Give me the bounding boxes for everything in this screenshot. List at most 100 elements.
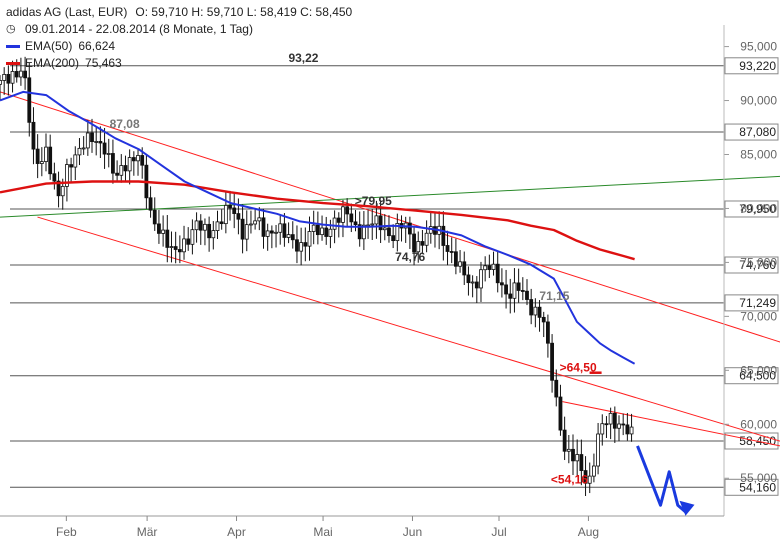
candle-body — [35, 148, 40, 164]
candle-body — [487, 265, 492, 270]
candle-body — [295, 239, 299, 252]
candle-body — [31, 121, 36, 150]
candle-body — [131, 157, 136, 162]
candle-body — [94, 141, 99, 143]
candle-body — [508, 293, 513, 299]
candle-body — [240, 218, 245, 240]
candle-body — [102, 142, 107, 155]
candle-body — [353, 221, 358, 226]
candle-body — [395, 223, 400, 242]
ema50-label: EMA(50) — [25, 39, 73, 53]
level-label-box — [724, 123, 779, 141]
candle-body — [382, 227, 387, 231]
level-label: 87,080 — [739, 125, 776, 139]
annotation-label: 71,15 — [539, 289, 569, 303]
candle-body — [575, 454, 580, 462]
x-tick-label: Feb — [56, 525, 77, 539]
period-text: 09.01.2014 - 22.08.2014 (8 Monate, 1 Tag… — [25, 22, 253, 36]
candle-body — [345, 206, 350, 215]
legend-title-row: adidas AG (Last, EUR) O: 59,710 H: 59,71… — [6, 4, 352, 21]
candle-body — [190, 229, 195, 245]
candle-body — [596, 433, 600, 467]
candle-body — [479, 269, 483, 289]
candle-body — [203, 223, 207, 231]
candle-body — [341, 206, 345, 223]
candle-body — [299, 242, 304, 252]
candle-body — [420, 241, 425, 246]
level-label-box — [724, 256, 779, 274]
candle-body — [491, 263, 496, 270]
legend-period-row: ◷ 09.01.2014 - 22.08.2014 (8 Monate, 1 T… — [6, 21, 352, 38]
candle-body — [39, 161, 44, 164]
candle-body — [177, 249, 182, 253]
y-tick-label: 65,000 — [740, 363, 777, 377]
legend-ema200-row: EMA(200) 75,463 — [6, 55, 352, 72]
x-tick-label: Jul — [491, 525, 506, 539]
candle-body — [136, 155, 140, 162]
candle-body — [520, 290, 525, 292]
candle-body — [604, 423, 609, 426]
x-tick-label: Jun — [403, 525, 422, 539]
annotation-label: 74,76 — [395, 250, 425, 264]
x-tick-label: Apr — [227, 525, 246, 539]
candle-body — [165, 229, 170, 248]
level-label: 64,500 — [739, 369, 776, 383]
candle-body — [127, 157, 132, 172]
candle-body — [161, 229, 166, 234]
candle-body — [6, 74, 11, 84]
level-label-box — [724, 478, 779, 496]
candle-body — [194, 220, 199, 231]
ema-lines — [0, 90, 636, 365]
instrument-name: adidas AG (Last, EUR) — [6, 5, 128, 19]
candle-body — [60, 185, 65, 197]
candle-body — [516, 282, 521, 291]
ema50-line — [0, 90, 636, 365]
candle-body — [52, 173, 57, 182]
candle-body — [587, 475, 592, 484]
candle-body — [111, 153, 115, 174]
candle-body — [378, 215, 383, 231]
level-label-box — [724, 367, 779, 385]
channel-line — [37, 216, 780, 442]
candle-body — [244, 224, 249, 240]
candle-body — [592, 465, 596, 477]
projection-arrowhead — [679, 500, 695, 516]
candle-body — [0, 80, 2, 85]
candle-body — [290, 234, 295, 241]
channel-line — [0, 91, 780, 343]
candle-body — [282, 223, 287, 238]
candle-body — [140, 155, 145, 166]
candle-body — [278, 223, 283, 233]
candle-body — [449, 251, 454, 253]
annotation-label: <54,16 — [551, 472, 588, 486]
candle-body — [27, 77, 32, 123]
candle-body — [529, 299, 534, 316]
candle-body — [152, 209, 157, 225]
annotations: 93,22 87,08 >79,95 74,76 71,15 >64,50 <54,16 — [110, 51, 602, 486]
candle-body — [157, 223, 161, 234]
clock-icon: ◷ — [6, 23, 16, 35]
level-label-box — [724, 294, 779, 312]
candle-body — [253, 220, 258, 225]
candle-body — [198, 220, 203, 231]
level-label-box — [724, 200, 779, 218]
candle-body — [504, 284, 508, 295]
level-label: 71,249 — [739, 296, 776, 310]
candle-body — [495, 263, 500, 284]
candle-body — [424, 232, 429, 246]
candle-body — [554, 379, 559, 398]
candle-body — [566, 448, 571, 452]
candle-body — [361, 224, 366, 240]
ema50-swatch — [6, 45, 20, 48]
x-tick-label: Aug — [578, 525, 599, 539]
candle-body — [115, 172, 120, 176]
y-tick-label: 70,000 — [740, 309, 777, 323]
candle-body — [621, 423, 626, 426]
candle-body — [236, 213, 241, 220]
candle-body — [85, 132, 90, 149]
y-tick-label: 85,000 — [740, 147, 777, 161]
level-label-box — [724, 57, 779, 75]
candle-body — [169, 246, 174, 248]
candle-body — [98, 141, 103, 144]
